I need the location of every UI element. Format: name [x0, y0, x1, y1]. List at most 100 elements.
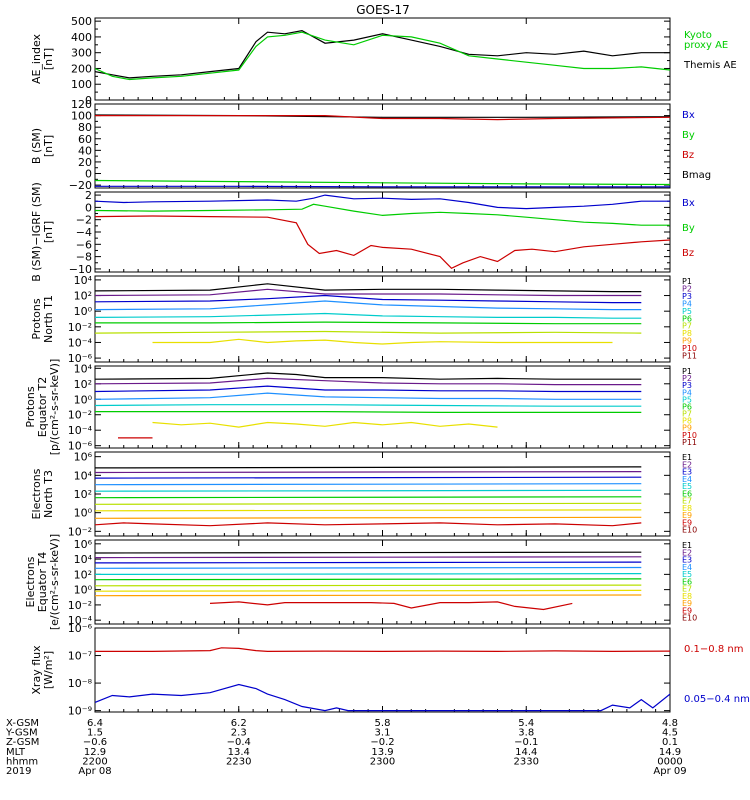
panel-xray: 10⁻⁹ 10⁻⁸ 10⁻⁷ 10⁻⁶ Xray flux [W/m²] 0.1−0.8 n… [30, 622, 750, 718]
series-p3 [95, 294, 642, 304]
y-tick-label: 10⁻⁸ [68, 677, 93, 690]
series-kyoto-proxy-ae [95, 31, 670, 81]
panel-frame [94, 191, 671, 273]
legend-entry: E9 [682, 518, 692, 527]
footer-value: 5.8 [375, 718, 391, 729]
series-e6 [95, 496, 642, 499]
legend-entry: P1 [682, 367, 692, 376]
series-e2 [95, 556, 642, 559]
footer-value: Apr 08 [78, 766, 111, 777]
y-axis-label: Protons [24, 386, 37, 427]
y-axis-label: [nT] [42, 221, 55, 243]
legend-entry: P10 [682, 431, 697, 440]
series-e3 [95, 561, 642, 564]
legend-entry: E1 [682, 541, 692, 550]
series-bx [95, 185, 670, 188]
y-tick-label: 10⁻⁴ [68, 336, 93, 349]
y-tick-label: 2 [85, 189, 92, 202]
y-tick-label: −10 [69, 263, 92, 276]
series-e8 [95, 509, 642, 512]
y-tick-label: 20 [78, 156, 92, 169]
legend-entry: E4 [682, 475, 692, 484]
legend-entry: E9 [682, 599, 692, 608]
y-tick-label: −4 [76, 226, 92, 239]
y-tick-label: 80 [78, 121, 92, 134]
series-e6 [95, 578, 642, 581]
legend-entry: E10 [682, 614, 697, 623]
legend-entry: P9 [682, 424, 692, 433]
footer-value: 14.9 [659, 747, 681, 758]
series-p7 [95, 330, 642, 334]
y-axis-label: Electrons [24, 556, 37, 607]
y-axis-label: Electrons [30, 468, 43, 519]
y-tick-label: 40 [78, 144, 92, 157]
y-axis-label: Equator T2 [36, 377, 49, 437]
y-axis-label: [nT] [42, 135, 55, 157]
legend-entry: E1 [682, 453, 692, 462]
series-by [95, 179, 670, 186]
series-bx [95, 194, 670, 210]
y-tick-label: 10⁻⁴ [68, 614, 93, 627]
y-tick-label: 10⁻⁹ [68, 705, 92, 718]
legend-entry: E5 [682, 570, 692, 579]
legend-entry: E8 [682, 592, 692, 601]
y-tick-label: 10⁻² [68, 525, 92, 538]
y-tick-label: 10⁻² [68, 599, 92, 612]
footer-value: 2230 [226, 756, 251, 767]
series-e8 [95, 589, 642, 592]
series-p5 [95, 312, 642, 319]
chart-title: GOES-17 [356, 3, 410, 17]
legend-entry: E4 [682, 563, 692, 572]
footer-value: 6.2 [231, 718, 247, 729]
legend-entry: E2 [682, 548, 692, 557]
legend-entry: P5 [682, 395, 692, 404]
series-p2 [95, 288, 642, 297]
legend-entry: E8 [682, 504, 692, 513]
footer-value: 5.4 [518, 718, 534, 729]
y-tick-label: 10⁻² [68, 321, 92, 334]
legend-entry: Kyoto [684, 30, 712, 41]
series-e2 [95, 471, 642, 474]
series-p8 [152, 338, 613, 345]
series-p1 [95, 283, 642, 293]
legend-entry: P4 [682, 299, 692, 308]
legend-entry: P8 [682, 329, 692, 338]
series-e9 [95, 516, 642, 519]
y-axis-label: [nT] [42, 48, 55, 70]
legend-entry: E9 [682, 511, 692, 520]
y-axis-label: Xray flux [30, 645, 43, 695]
series-0-1-0-8-nm [95, 647, 670, 653]
legend-entry: P7 [682, 410, 692, 419]
legend-entry: E6 [682, 489, 692, 498]
legend-entry: P4 [682, 388, 692, 397]
y-tick-label: 10² [74, 290, 92, 303]
panel-pet2: 10⁻⁶ 10⁻⁴ 10⁻² 10⁰ 10² 10⁴ Protons Equator T2 [p… [24, 359, 697, 456]
y-tick-label: 10⁻⁶ [68, 352, 93, 365]
series-e1 [95, 466, 642, 469]
y-tick-label: 10² [74, 488, 92, 501]
y-axis-label: North T3 [42, 470, 55, 518]
panel-frame [94, 627, 671, 713]
legend-entry: E5 [682, 482, 692, 491]
y-tick-label: 10⁻⁶ [68, 440, 93, 453]
legend-entry: E3 [682, 556, 692, 565]
series-e3 [95, 476, 642, 479]
footer-value: 3.1 [375, 728, 391, 739]
legend-entry: P3 [682, 381, 692, 390]
y-tick-label: 10⁰ [74, 584, 93, 597]
footer-value: −0.2 [370, 737, 394, 748]
y-tick-label: −20 [69, 179, 92, 192]
panel-eet4: 10⁻⁴ 10⁻² 10⁰ 10² 10⁴ 10⁶ Electrons Equator T4[… [24, 534, 697, 630]
footer-value: 2.3 [231, 728, 247, 739]
series-e4 [95, 483, 642, 486]
y-tick-label: 10⁶ [74, 451, 93, 464]
footer-value: Apr 09 [653, 766, 686, 777]
y-tick-label: 10⁻⁶ [68, 622, 93, 635]
legend-entry: E9 [682, 606, 692, 615]
series-e9 [95, 594, 642, 597]
series-by [95, 203, 670, 226]
